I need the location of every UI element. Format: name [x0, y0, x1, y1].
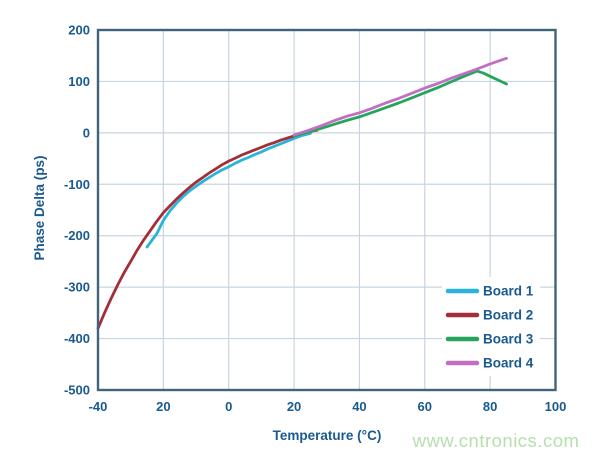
- series-line-board-3: [292, 69, 508, 138]
- plot-border: [96, 28, 557, 392]
- x-tick-label: 20: [287, 399, 301, 414]
- series-line-board-4: [292, 56, 508, 137]
- series-line-board-1: [145, 132, 312, 249]
- legend-item-board-2: Board 2: [445, 308, 533, 323]
- y-tick-label: -300: [64, 280, 90, 295]
- y-axis-title: Phase Delta (ps): [32, 155, 47, 260]
- legend-background: [442, 277, 540, 376]
- x-tick-label: 0: [225, 399, 232, 414]
- y-tick-label: -100: [64, 177, 90, 192]
- legend-item-board-4: Board 4: [445, 356, 534, 371]
- y-tick-label: -200: [64, 228, 90, 243]
- legend-label: Board 3: [483, 332, 534, 347]
- series-line-board-2: [96, 128, 319, 330]
- legend-item-board-1: Board 1: [445, 284, 534, 299]
- x-tick-label: 40: [352, 399, 366, 414]
- x-tick-label: 60: [418, 399, 432, 414]
- x-tick-label: 20: [156, 399, 170, 414]
- legend-label: Board 1: [483, 284, 534, 299]
- y-tick-label: -400: [64, 331, 90, 346]
- y-tick-label: 200: [68, 23, 90, 38]
- x-tick-label: 100: [545, 399, 567, 414]
- x-axis-title: Temperature (°C): [273, 428, 382, 443]
- y-tick-label: 100: [68, 74, 90, 89]
- x-tick-label: 80: [483, 399, 497, 414]
- legend-label: Board 4: [483, 356, 534, 371]
- y-tick-label: 0: [83, 125, 90, 140]
- watermark: www.cntronics.com: [412, 430, 580, 451]
- y-tick-label: -500: [64, 383, 90, 398]
- x-tick-label: -40: [89, 399, 108, 414]
- legend-item-board-3: Board 3: [445, 332, 534, 347]
- legend-label: Board 2: [483, 308, 533, 323]
